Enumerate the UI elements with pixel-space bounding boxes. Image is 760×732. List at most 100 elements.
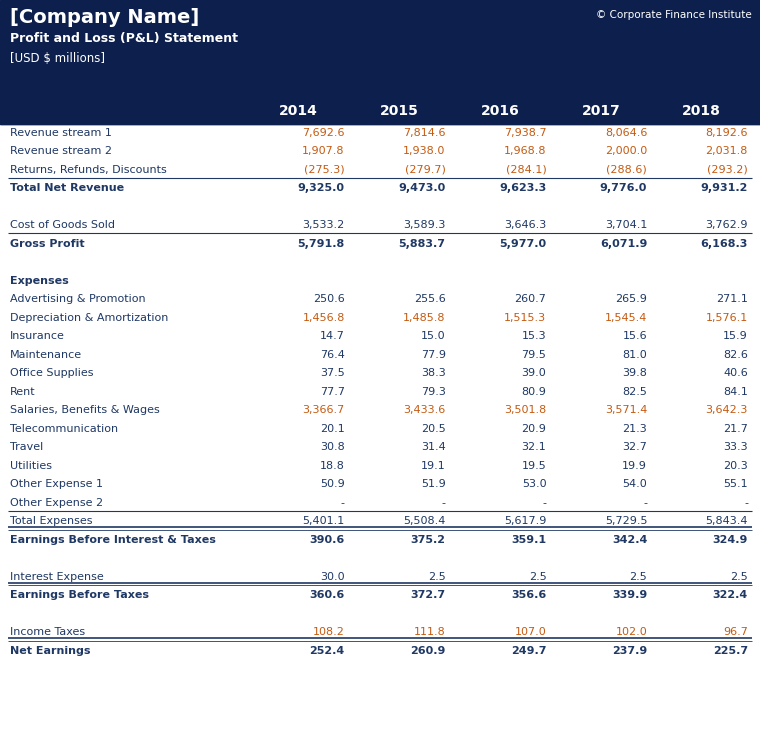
Text: © Corporate Finance Institute: © Corporate Finance Institute — [597, 10, 752, 20]
Text: Other Expense 2: Other Expense 2 — [10, 498, 103, 508]
Text: 81.0: 81.0 — [622, 350, 648, 360]
Text: 2014: 2014 — [279, 104, 318, 118]
Bar — [0, 102, 760, 124]
Text: 5,791.8: 5,791.8 — [298, 239, 345, 249]
Text: Other Expense 1: Other Expense 1 — [10, 479, 103, 490]
Text: 1,968.8: 1,968.8 — [504, 146, 546, 157]
Text: 3,642.3: 3,642.3 — [705, 406, 748, 415]
Text: 1,456.8: 1,456.8 — [302, 313, 345, 323]
Text: 39.8: 39.8 — [622, 368, 648, 378]
Text: 2016: 2016 — [480, 104, 519, 118]
Text: 5,883.7: 5,883.7 — [398, 239, 445, 249]
Text: 15.0: 15.0 — [421, 332, 445, 341]
Text: 5,977.0: 5,977.0 — [499, 239, 546, 249]
Text: 82.6: 82.6 — [723, 350, 748, 360]
Text: 7,938.7: 7,938.7 — [504, 128, 546, 138]
Text: 19.9: 19.9 — [622, 461, 648, 471]
Text: 15.9: 15.9 — [724, 332, 748, 341]
Text: 80.9: 80.9 — [521, 387, 546, 397]
Text: 20.1: 20.1 — [320, 424, 345, 434]
Text: 265.9: 265.9 — [616, 294, 648, 305]
Text: Net Earnings: Net Earnings — [10, 646, 90, 656]
Text: Salaries, Benefits & Wages: Salaries, Benefits & Wages — [10, 406, 160, 415]
Text: 322.4: 322.4 — [713, 591, 748, 600]
Text: (288.6): (288.6) — [606, 165, 648, 175]
Text: 3,366.7: 3,366.7 — [302, 406, 345, 415]
Text: 32.7: 32.7 — [622, 442, 648, 452]
Text: 1,938.0: 1,938.0 — [404, 146, 445, 157]
Text: 1,907.8: 1,907.8 — [302, 146, 345, 157]
Text: 255.6: 255.6 — [414, 294, 445, 305]
Text: 372.7: 372.7 — [410, 591, 445, 600]
Text: 19.5: 19.5 — [521, 461, 546, 471]
Text: Revenue stream 2: Revenue stream 2 — [10, 146, 112, 157]
Text: Travel: Travel — [10, 442, 43, 452]
Text: Earnings Before Taxes: Earnings Before Taxes — [10, 591, 149, 600]
Text: 356.6: 356.6 — [511, 591, 546, 600]
Text: 8,192.6: 8,192.6 — [705, 128, 748, 138]
Text: 38.3: 38.3 — [421, 368, 445, 378]
Text: 342.4: 342.4 — [612, 535, 648, 545]
Text: 5,617.9: 5,617.9 — [504, 516, 546, 526]
Text: (293.2): (293.2) — [708, 165, 748, 175]
Text: 15.3: 15.3 — [522, 332, 546, 341]
Text: 1,576.1: 1,576.1 — [706, 313, 748, 323]
Text: 3,533.2: 3,533.2 — [302, 220, 345, 231]
Text: Telecommunication: Telecommunication — [10, 424, 118, 434]
Text: 33.3: 33.3 — [724, 442, 748, 452]
Text: Interest Expense: Interest Expense — [10, 572, 104, 582]
Text: 9,931.2: 9,931.2 — [701, 184, 748, 193]
Text: 9,623.3: 9,623.3 — [499, 184, 546, 193]
Text: 252.4: 252.4 — [309, 646, 345, 656]
Text: 9,325.0: 9,325.0 — [298, 184, 345, 193]
Text: 79.5: 79.5 — [521, 350, 546, 360]
Text: Earnings Before Interest & Taxes: Earnings Before Interest & Taxes — [10, 535, 216, 545]
Text: 96.7: 96.7 — [723, 627, 748, 638]
Text: 3,571.4: 3,571.4 — [605, 406, 648, 415]
Text: 107.0: 107.0 — [515, 627, 546, 638]
Text: 20.3: 20.3 — [724, 461, 748, 471]
Text: 2017: 2017 — [581, 104, 620, 118]
Text: 2.5: 2.5 — [629, 572, 648, 582]
Text: Cost of Goods Sold: Cost of Goods Sold — [10, 220, 115, 231]
Text: (275.3): (275.3) — [304, 165, 345, 175]
Text: 102.0: 102.0 — [616, 627, 648, 638]
Text: 375.2: 375.2 — [410, 535, 445, 545]
Text: 390.6: 390.6 — [309, 535, 345, 545]
Text: 3,762.9: 3,762.9 — [705, 220, 748, 231]
Text: Office Supplies: Office Supplies — [10, 368, 93, 378]
Text: 20.9: 20.9 — [521, 424, 546, 434]
Text: -: - — [340, 498, 345, 508]
Text: 111.8: 111.8 — [414, 627, 445, 638]
Text: 5,508.4: 5,508.4 — [404, 516, 445, 526]
Text: 21.3: 21.3 — [622, 424, 648, 434]
Text: [Company Name]: [Company Name] — [10, 8, 199, 27]
Text: Expenses: Expenses — [10, 276, 68, 286]
Text: 225.7: 225.7 — [713, 646, 748, 656]
Text: 360.6: 360.6 — [309, 591, 345, 600]
Text: 3,704.1: 3,704.1 — [605, 220, 648, 231]
Text: 79.3: 79.3 — [421, 387, 445, 397]
Text: 9,473.0: 9,473.0 — [398, 184, 445, 193]
Text: 55.1: 55.1 — [724, 479, 748, 490]
Text: 76.4: 76.4 — [320, 350, 345, 360]
Text: 1,515.3: 1,515.3 — [505, 313, 546, 323]
Text: 2.5: 2.5 — [730, 572, 748, 582]
Text: [USD $ millions]: [USD $ millions] — [10, 52, 105, 65]
Text: 2.5: 2.5 — [428, 572, 445, 582]
Text: 20.5: 20.5 — [421, 424, 445, 434]
Text: 77.7: 77.7 — [320, 387, 345, 397]
Text: 84.1: 84.1 — [723, 387, 748, 397]
Text: 1,545.4: 1,545.4 — [605, 313, 648, 323]
Text: 82.5: 82.5 — [622, 387, 648, 397]
Text: -: - — [543, 498, 546, 508]
Text: 271.1: 271.1 — [716, 294, 748, 305]
Text: 260.7: 260.7 — [515, 294, 546, 305]
Text: Total Expenses: Total Expenses — [10, 516, 93, 526]
Text: -: - — [442, 498, 445, 508]
Text: 6,071.9: 6,071.9 — [600, 239, 648, 249]
Text: Total Net Revenue: Total Net Revenue — [10, 184, 124, 193]
Text: 2,000.0: 2,000.0 — [605, 146, 648, 157]
Text: 30.0: 30.0 — [320, 572, 345, 582]
Text: 2,031.8: 2,031.8 — [705, 146, 748, 157]
